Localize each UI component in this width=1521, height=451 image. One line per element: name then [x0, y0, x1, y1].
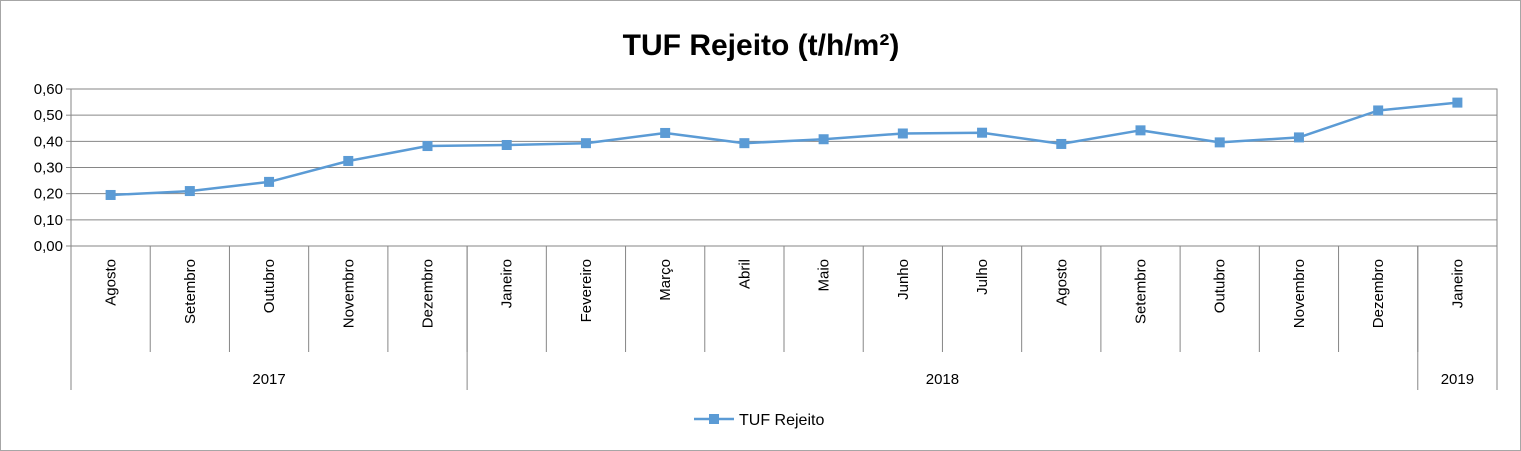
- y-tick-label: 0,30: [34, 160, 63, 177]
- category-label: Novembro: [340, 259, 357, 328]
- data-point: [1135, 125, 1146, 136]
- data-point: [501, 139, 512, 150]
- y-tick-label: 0,50: [34, 107, 63, 124]
- category-label: Novembro: [1291, 259, 1308, 328]
- data-point: [739, 138, 750, 149]
- category-label: Junho: [895, 259, 912, 300]
- category-label: Fevereiro: [578, 259, 595, 322]
- data-point: [1293, 132, 1304, 143]
- category-label: Abril: [736, 259, 753, 289]
- category-label: Março: [657, 259, 674, 301]
- year-label: 2019: [1441, 371, 1474, 388]
- data-point: [897, 128, 908, 139]
- chart-title: TUF Rejeito (t/h/m²): [623, 29, 900, 62]
- data-point: [977, 127, 988, 138]
- category-label: Outubro: [261, 259, 278, 313]
- data-point: [818, 134, 829, 145]
- category-label: Setembro: [182, 259, 199, 324]
- y-tick-label: 0,00: [34, 238, 63, 255]
- category-label: Dezembro: [1370, 259, 1387, 328]
- series-line-path: [110, 101, 1458, 197]
- data-point: [1373, 105, 1384, 116]
- data-point: [105, 189, 116, 200]
- category-axis: Agosto Setembro Outubro Novembro Dezembro Jan…: [70, 246, 1498, 352]
- data-point: [184, 186, 195, 197]
- data-point: [1056, 138, 1067, 149]
- data-point: [264, 176, 275, 187]
- data-point: [1452, 97, 1463, 108]
- y-axis-ticks: 0,00 0,10 0,20 0,30 0,40 0,50 0,60: [34, 81, 71, 255]
- category-label: Agosto: [1053, 259, 1070, 306]
- y-tick-label: 0,40: [34, 133, 63, 150]
- y-tick-label: 0,60: [34, 81, 63, 98]
- year-label: 2018: [926, 371, 959, 388]
- grid-lines: [71, 88, 1497, 221]
- y-tick-label: 0,20: [34, 186, 63, 203]
- legend-marker-swatch: [709, 414, 719, 424]
- category-label: Outubro: [1212, 259, 1229, 313]
- year-axis: 2017 2018 2019: [70, 246, 1498, 390]
- category-label: Janeiro: [1449, 259, 1466, 308]
- data-point: [580, 138, 591, 149]
- legend-label: TUF Rejeito: [739, 412, 824, 429]
- category-label: Janeiro: [499, 259, 516, 308]
- year-label: 2017: [252, 371, 285, 388]
- data-point: [343, 155, 354, 166]
- data-point: [422, 141, 433, 152]
- category-label: Setembro: [1133, 259, 1150, 324]
- category-label: Dezembro: [420, 259, 437, 328]
- data-point: [1214, 137, 1225, 148]
- category-label: Julho: [974, 259, 991, 295]
- category-label: Agosto: [103, 259, 120, 306]
- data-point: [660, 127, 671, 138]
- y-tick-label: 0,10: [34, 212, 63, 229]
- series-line: [105, 97, 1463, 200]
- legend: TUF Rejeito: [694, 412, 824, 429]
- category-label: Maio: [816, 259, 833, 292]
